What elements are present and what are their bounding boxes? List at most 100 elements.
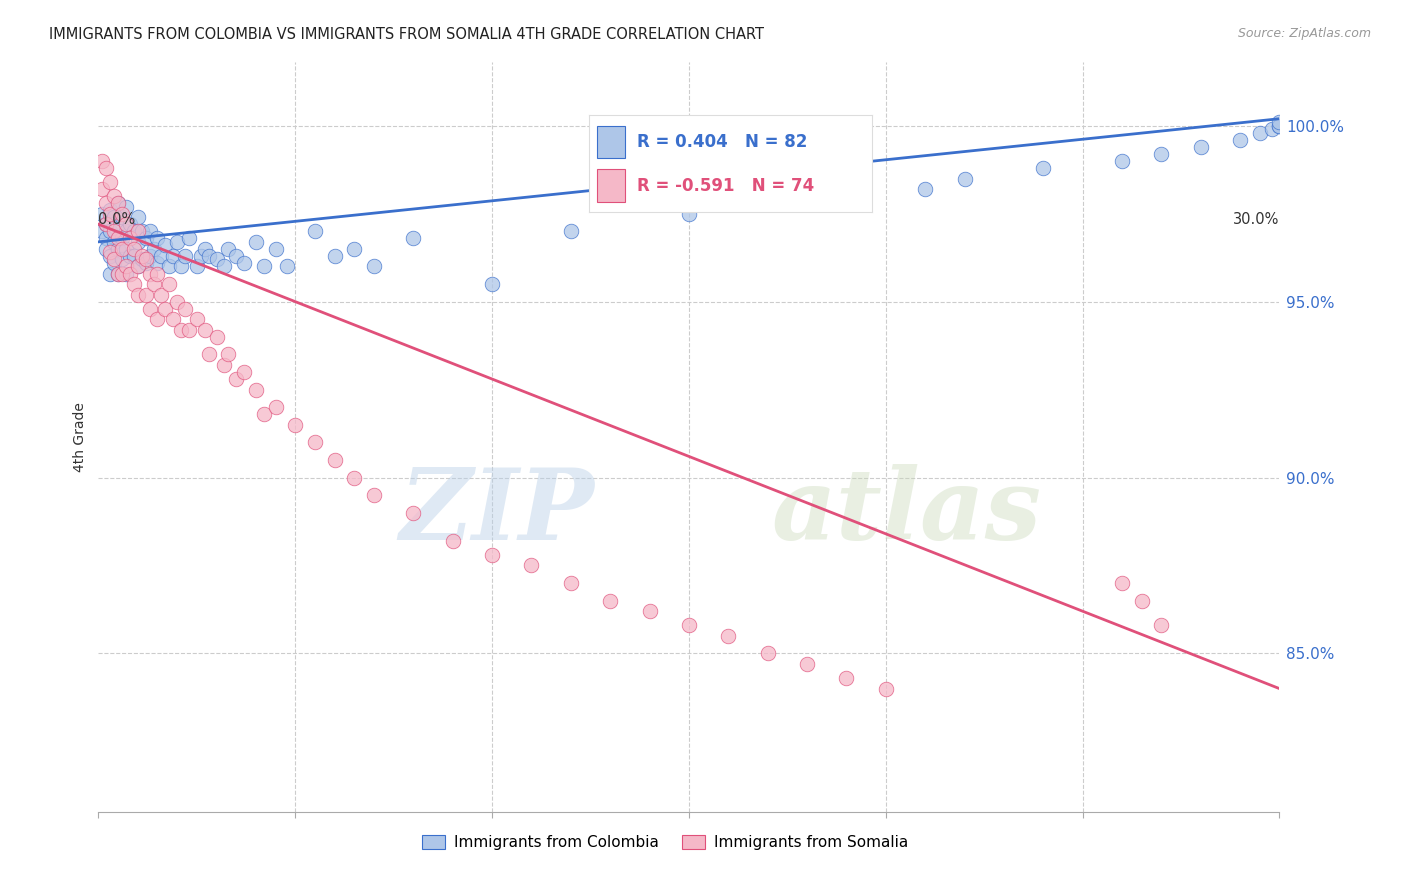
Point bbox=[107, 196, 129, 211]
Point bbox=[157, 260, 180, 274]
Point bbox=[1150, 618, 1173, 632]
Point bbox=[284, 417, 307, 432]
Point bbox=[717, 629, 740, 643]
Point bbox=[170, 323, 193, 337]
Point bbox=[115, 224, 138, 238]
Point bbox=[115, 217, 138, 231]
Point bbox=[111, 231, 134, 245]
Point bbox=[363, 260, 385, 274]
Point bbox=[107, 196, 129, 211]
Point bbox=[96, 161, 118, 175]
Point bbox=[127, 235, 149, 249]
Point bbox=[953, 171, 976, 186]
Point bbox=[103, 256, 125, 270]
Point bbox=[135, 256, 157, 270]
Point bbox=[402, 506, 425, 520]
Point bbox=[96, 217, 118, 231]
Point bbox=[678, 207, 700, 221]
Point bbox=[343, 470, 366, 484]
Point bbox=[91, 207, 114, 221]
Point bbox=[756, 647, 779, 661]
Point bbox=[155, 301, 177, 316]
Point bbox=[111, 252, 134, 267]
Point bbox=[122, 242, 145, 256]
Point bbox=[96, 196, 118, 211]
Point bbox=[253, 260, 276, 274]
Point bbox=[796, 657, 818, 671]
Point bbox=[91, 224, 114, 238]
Point bbox=[1189, 140, 1212, 154]
Point bbox=[441, 533, 464, 548]
Point bbox=[194, 323, 217, 337]
Point bbox=[107, 267, 129, 281]
Point bbox=[96, 242, 118, 256]
Point bbox=[304, 224, 326, 238]
Point bbox=[233, 256, 256, 270]
Point bbox=[560, 224, 582, 238]
Point bbox=[177, 323, 200, 337]
Point bbox=[115, 260, 138, 274]
Point bbox=[98, 224, 121, 238]
Text: 0.0%: 0.0% bbox=[98, 212, 135, 227]
Point bbox=[96, 217, 118, 231]
Point bbox=[560, 576, 582, 591]
Point bbox=[115, 267, 138, 281]
Point bbox=[520, 558, 543, 573]
Point bbox=[111, 267, 134, 281]
Point bbox=[304, 435, 326, 450]
Point bbox=[127, 260, 149, 274]
Point bbox=[914, 182, 936, 196]
Point bbox=[135, 231, 157, 245]
Point bbox=[162, 249, 184, 263]
Point bbox=[122, 249, 145, 263]
Point bbox=[142, 242, 165, 256]
Point bbox=[138, 249, 160, 263]
Point bbox=[162, 312, 184, 326]
Point bbox=[107, 267, 129, 281]
Point bbox=[142, 277, 165, 291]
Point bbox=[1111, 153, 1133, 168]
Point bbox=[225, 372, 247, 386]
Point bbox=[343, 242, 366, 256]
Point bbox=[174, 249, 197, 263]
Point bbox=[103, 189, 125, 203]
Point bbox=[835, 671, 858, 685]
Point bbox=[122, 224, 145, 238]
Point bbox=[118, 267, 141, 281]
Point bbox=[157, 277, 180, 291]
Point bbox=[174, 301, 197, 316]
Point bbox=[146, 256, 169, 270]
Point bbox=[98, 249, 121, 263]
Point bbox=[98, 203, 121, 218]
Point bbox=[118, 231, 141, 245]
Point bbox=[1260, 122, 1282, 136]
Point bbox=[107, 242, 129, 256]
Point bbox=[245, 383, 267, 397]
Point bbox=[150, 249, 173, 263]
Point bbox=[217, 347, 239, 361]
Point bbox=[756, 196, 779, 211]
Point bbox=[98, 267, 121, 281]
Point bbox=[245, 235, 267, 249]
Point bbox=[91, 182, 114, 196]
Point bbox=[253, 407, 276, 421]
Point bbox=[875, 681, 897, 696]
Point bbox=[678, 618, 700, 632]
Point bbox=[96, 231, 118, 245]
Text: Source: ZipAtlas.com: Source: ZipAtlas.com bbox=[1237, 27, 1371, 40]
Point bbox=[481, 548, 503, 562]
Point bbox=[115, 242, 138, 256]
Point bbox=[1268, 119, 1291, 133]
Point bbox=[91, 153, 114, 168]
Point bbox=[166, 294, 188, 309]
Point bbox=[1111, 576, 1133, 591]
Point bbox=[190, 249, 212, 263]
Point bbox=[1130, 593, 1153, 607]
Y-axis label: 4th Grade: 4th Grade bbox=[73, 402, 87, 472]
Point bbox=[135, 287, 157, 301]
Point bbox=[1150, 147, 1173, 161]
Text: IMMIGRANTS FROM COLOMBIA VS IMMIGRANTS FROM SOMALIA 4TH GRADE CORRELATION CHART: IMMIGRANTS FROM COLOMBIA VS IMMIGRANTS F… bbox=[49, 27, 765, 42]
Point bbox=[166, 235, 188, 249]
Point bbox=[363, 488, 385, 502]
Point bbox=[103, 252, 125, 267]
